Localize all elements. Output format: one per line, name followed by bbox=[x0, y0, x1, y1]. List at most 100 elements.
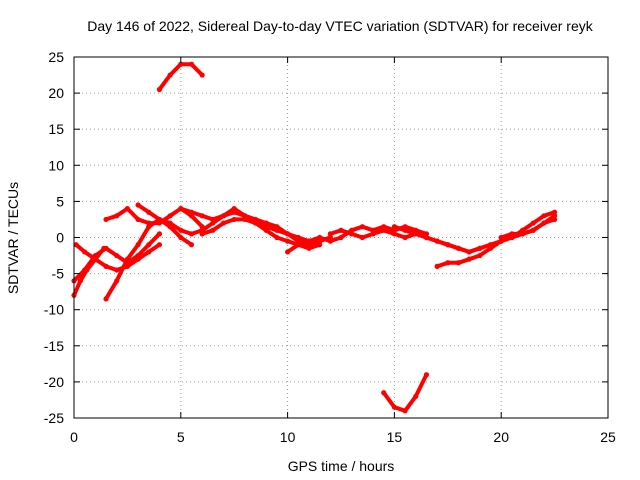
satellite-track-6-point bbox=[135, 202, 141, 208]
axis-ticks: 0 5 10 15 20 25 -25 -20 -15 -10 -5 0 5 10 15 20 25 bbox=[44, 49, 616, 445]
satellite-track-12-line bbox=[435, 210, 557, 269]
y-tick-label: -5 bbox=[52, 266, 65, 282]
satellite-track-10-point bbox=[381, 227, 387, 233]
satellite-track-4-point bbox=[178, 234, 184, 241]
y-tick-label: -25 bbox=[44, 410, 64, 426]
satellite-track-13-point bbox=[498, 234, 504, 241]
satellite-track-8-point bbox=[199, 231, 205, 237]
x-tick-label: 5 bbox=[177, 429, 185, 445]
satellite-track-5-point bbox=[103, 216, 109, 223]
satellite-track-13-point bbox=[530, 227, 536, 233]
satellite-track-15-line bbox=[381, 372, 429, 413]
satellite-track-9-point bbox=[295, 242, 301, 248]
satellite-track-4-point bbox=[188, 242, 195, 248]
y-tick-label: 10 bbox=[48, 157, 64, 173]
satellite-track-3-point bbox=[92, 256, 98, 262]
satellite-track-3-point bbox=[135, 256, 141, 262]
satellite-track-15-point bbox=[413, 393, 419, 399]
chart-title: Day 146 of 2022, Sidereal Day-to-day VTE… bbox=[87, 18, 593, 34]
satellite-track-7-point bbox=[274, 234, 280, 241]
y-tick-label: 0 bbox=[56, 230, 64, 246]
satellite-track-4-point bbox=[146, 224, 152, 230]
satellite-track-11-point bbox=[423, 234, 430, 241]
satellite-track-10-point bbox=[402, 234, 408, 241]
satellite-track-8-point bbox=[231, 216, 237, 223]
satellite-track-15-point bbox=[381, 390, 387, 396]
satellite-track-14-point bbox=[156, 86, 163, 93]
x-tick-label: 10 bbox=[280, 429, 296, 445]
satellite-track-7-point bbox=[220, 213, 227, 219]
y-tick-label: -10 bbox=[44, 302, 64, 318]
satellite-track-13-point bbox=[509, 231, 515, 237]
satellite-track-7-point bbox=[199, 213, 205, 219]
satellite-track-13-point bbox=[541, 220, 547, 226]
satellite-track-13-point bbox=[519, 231, 526, 237]
satellite-track-7-point bbox=[306, 245, 312, 251]
grid-lines bbox=[74, 57, 608, 418]
satellite-track-7-point bbox=[231, 206, 237, 212]
x-tick-label: 15 bbox=[387, 429, 403, 445]
plot-area bbox=[71, 61, 558, 414]
satellite-track-3-point bbox=[82, 249, 88, 255]
satellite-track-9-point bbox=[381, 224, 387, 230]
satellite-track-12-point bbox=[466, 256, 472, 262]
satellite-track-2-point bbox=[77, 278, 84, 284]
satellite-track-8-point bbox=[285, 231, 291, 237]
satellite-track-14-point bbox=[199, 72, 205, 78]
satellite-track-9-point bbox=[317, 234, 323, 241]
y-tick-label: 25 bbox=[48, 49, 64, 65]
satellite-track-1-point bbox=[114, 252, 120, 259]
satellite-track-7-point bbox=[188, 209, 195, 215]
satellite-track-10-point bbox=[349, 231, 355, 237]
satellite-track-11-point bbox=[391, 224, 397, 230]
satellite-track-7-point bbox=[285, 238, 291, 244]
satellite-track-3-point bbox=[156, 242, 163, 248]
satellite-track-9-point bbox=[306, 238, 312, 244]
satellite-track-14-point bbox=[167, 72, 173, 78]
satellite-track-11-point bbox=[434, 238, 440, 244]
satellite-track-14-point bbox=[188, 61, 195, 67]
satellite-track-10-point bbox=[338, 227, 344, 233]
satellite-track-7-point bbox=[210, 216, 216, 223]
satellite-track-2-point bbox=[84, 267, 90, 273]
satellite-track-3-point bbox=[114, 267, 120, 273]
satellite-track-4-point bbox=[114, 278, 120, 284]
satellite-track-12-point bbox=[445, 260, 451, 266]
satellite-track-5-point bbox=[124, 206, 130, 212]
satellite-track-8-point bbox=[295, 234, 301, 241]
y-axis-label: SDTVAR / TECUs bbox=[5, 182, 21, 294]
satellite-track-1-point bbox=[156, 231, 163, 237]
satellite-track-15-point bbox=[391, 404, 397, 410]
satellite-track-6-point bbox=[178, 227, 184, 233]
satellite-track-11-point bbox=[445, 242, 451, 248]
satellite-track-11-point bbox=[466, 249, 472, 255]
satellite-track-12-point bbox=[530, 220, 536, 226]
satellite-track-3-point bbox=[73, 242, 79, 248]
y-tick-label: 15 bbox=[48, 121, 64, 137]
x-tick-label: 0 bbox=[70, 429, 78, 445]
satellite-track-9-point bbox=[285, 249, 291, 255]
satellite-track-6-point bbox=[156, 216, 163, 223]
satellite-track-10-point bbox=[327, 231, 333, 237]
satellite-track-8-point bbox=[263, 224, 269, 230]
satellite-track-12-point bbox=[477, 252, 483, 259]
satellite-track-4-point bbox=[103, 296, 109, 302]
satellite-track-4-point bbox=[135, 242, 141, 248]
satellite-track-7-point bbox=[242, 213, 248, 219]
satellite-track-12-point bbox=[541, 213, 547, 219]
y-tick-label: -20 bbox=[44, 374, 64, 390]
satellite-track-9-point bbox=[359, 224, 365, 230]
y-tick-label: -15 bbox=[44, 338, 64, 354]
satellite-track-8-point bbox=[242, 216, 248, 223]
satellite-track-7-point bbox=[317, 242, 323, 248]
satellite-track-3-point bbox=[103, 263, 109, 269]
satellite-track-11-point bbox=[402, 227, 408, 233]
satellite-track-8-point bbox=[252, 220, 259, 226]
satellite-track-12-point bbox=[434, 263, 440, 269]
satellite-track-7-point bbox=[178, 206, 184, 212]
x-tick-label: 25 bbox=[600, 429, 616, 445]
satellite-track-6-point bbox=[167, 220, 173, 226]
satellite-track-5-point bbox=[146, 220, 152, 226]
satellite-track-5-point bbox=[167, 213, 173, 219]
